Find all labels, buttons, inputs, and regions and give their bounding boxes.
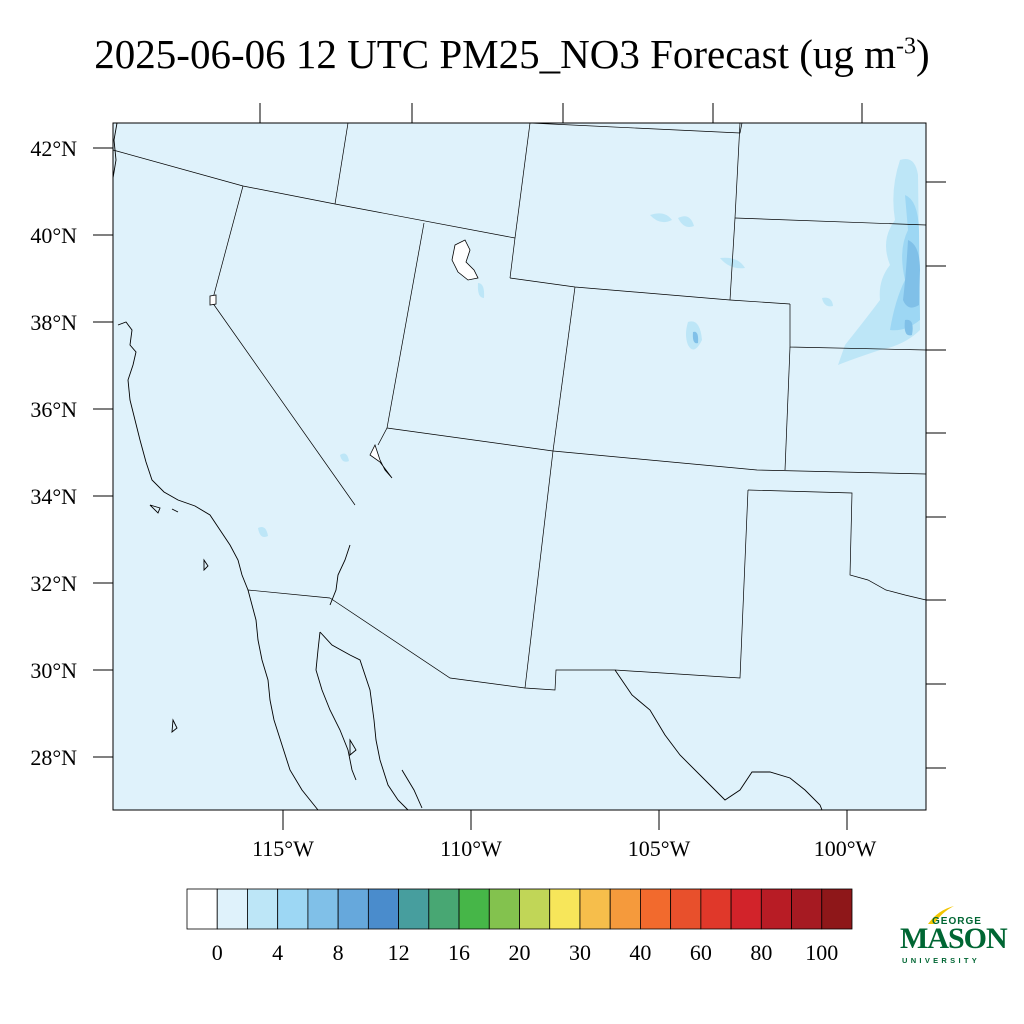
logo-university: UNIVERSITY	[902, 956, 981, 965]
colorbar-label: 30	[569, 940, 591, 965]
mainland-mexico-coastline	[319, 631, 423, 811]
colorbar-swatch	[247, 888, 279, 930]
colorbar-label: 12	[388, 940, 410, 965]
colorbar-swatch	[519, 888, 551, 930]
colorbar-swatch	[428, 888, 460, 930]
lon-label: 105°W	[628, 836, 691, 861]
colorbar-swatch	[609, 888, 641, 930]
right-ticks	[926, 181, 946, 769]
lat-label: 30°N	[30, 658, 77, 683]
pacific-coastline	[112, 122, 319, 811]
colorbar-swatch	[367, 888, 399, 930]
concentration-area-spot	[692, 331, 699, 344]
colorbar: 0 4 8 12 16 20 30 40 60 80 100	[186, 888, 853, 965]
rio-grande-border	[614, 669, 823, 811]
colorbar-label: 8	[333, 940, 344, 965]
lat-label: 28°N	[30, 745, 77, 770]
bottom-ticks	[282, 810, 848, 830]
lat-labels: 42°N 40°N 38°N 36°N 34°N 32°N 30°N 28°N	[30, 136, 77, 770]
colorbar-swatch	[579, 888, 611, 930]
logo-george: GEORGE	[932, 916, 982, 927]
colorbar-swatch	[640, 888, 672, 930]
colorbar-swatch	[549, 888, 581, 930]
baja-east-coastline	[315, 544, 357, 781]
colorbar-swatch	[488, 888, 520, 930]
lon-label: 100°W	[814, 836, 877, 861]
lat-label: 38°N	[30, 310, 77, 335]
colorbar-swatch	[186, 888, 218, 930]
map-panel	[112, 122, 927, 811]
left-ticks	[93, 147, 113, 758]
concentration-area-high	[903, 240, 920, 308]
colorbar-swatch	[307, 888, 339, 930]
colorbar-swatch	[700, 888, 732, 930]
colorbar-label: 0	[212, 940, 223, 965]
map-frame	[112, 122, 927, 811]
title-suffix: )	[916, 31, 930, 77]
logo-mason: MASON	[900, 922, 1008, 955]
colorbar-label: 20	[509, 940, 531, 965]
lat-label: 36°N	[30, 397, 77, 422]
lakes	[209, 239, 479, 479]
lon-label: 115°W	[252, 836, 314, 861]
colorbar-label: 40	[629, 940, 651, 965]
concentration-area-spot	[477, 283, 485, 298]
colorbar-swatch	[458, 888, 490, 930]
logo-swoosh-icon	[928, 906, 954, 924]
colorbar-swatch	[730, 888, 762, 930]
colorbar-label: 4	[272, 940, 283, 965]
concentration-area-spot	[340, 453, 349, 462]
concentration-area-spot	[678, 216, 694, 227]
concentration-area-high-2	[904, 319, 913, 336]
lon-label: 110°W	[440, 836, 502, 861]
title-superscript: -3	[896, 33, 917, 60]
colorbar-label: 16	[448, 940, 470, 965]
colorbar-swatch	[398, 888, 430, 930]
lon-labels: 115°W 110°W 105°W 100°W	[252, 836, 876, 861]
concentration-area-spot	[822, 297, 833, 307]
concentration-area-spot	[650, 213, 672, 223]
colorbar-label: 100	[805, 940, 838, 965]
lat-label: 32°N	[30, 571, 77, 596]
colorbar-label: 60	[690, 940, 712, 965]
lat-label: 42°N	[30, 136, 77, 161]
top-ticks	[259, 103, 863, 123]
colorbar-swatch	[821, 888, 853, 930]
colorbar-label: 80	[750, 940, 772, 965]
concentration-area-spot	[258, 527, 268, 537]
map-background	[113, 123, 926, 810]
george-mason-logo: GEORGE MASON UNIVERSITY	[898, 904, 1008, 968]
colorbar-swatch	[760, 888, 792, 930]
colorbar-swatch	[337, 888, 369, 930]
lat-label: 40°N	[30, 223, 77, 248]
islands	[149, 504, 357, 756]
lat-label: 34°N	[30, 484, 77, 509]
state-borders	[112, 122, 927, 691]
colorbar-swatch	[216, 888, 248, 930]
colorbar-swatch	[670, 888, 702, 930]
colorbar-swatch	[791, 888, 823, 930]
colorbar-swatch	[277, 888, 309, 930]
map-title: 2025-06-06 12 UTC PM25_NO3 Forecast (ug …	[0, 30, 1024, 78]
title-text: 2025-06-06 12 UTC PM25_NO3 Forecast (ug …	[94, 31, 897, 77]
